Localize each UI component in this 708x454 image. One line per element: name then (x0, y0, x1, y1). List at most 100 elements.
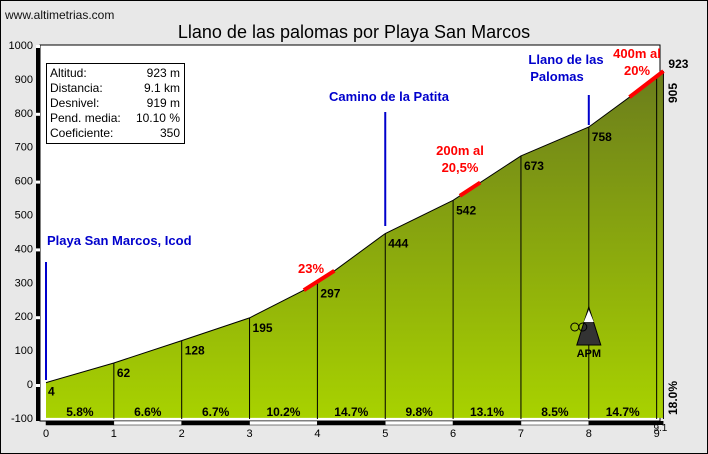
x-km-bar (45, 420, 115, 426)
segment-gradient-label: 10.2% (266, 405, 300, 419)
place-label: Camino de la Patita (329, 89, 450, 104)
y-tick-mark (36, 417, 40, 421)
x-tick-label: 4 (314, 428, 320, 440)
x-km-bar (385, 420, 454, 426)
y-tick-mark (36, 78, 40, 82)
x-tick-label: 5 (382, 428, 388, 440)
x-tick-label: 8 (586, 428, 592, 440)
altitude-label: 542 (456, 203, 476, 217)
segment-gradient-label: 8.5% (541, 405, 569, 419)
y-tick-label: 700 (15, 142, 33, 154)
y-tick-label: 600 (15, 176, 33, 188)
steep-section (458, 180, 482, 198)
x-end-label: 9.1 (653, 423, 667, 434)
info-row-altitud: Altitud: 923 m (50, 66, 180, 81)
y-tick-mark (36, 45, 40, 48)
info-label: Distancia: (50, 81, 103, 95)
segment-gradient-label: 6.6% (134, 405, 162, 419)
altitude-label: 297 (320, 286, 340, 300)
segment-gradient-label: 13.1% (470, 405, 504, 419)
info-value: 350 (159, 126, 180, 140)
info-row-desnivel: Desnivel: 919 m (50, 96, 180, 111)
info-label: Pend. media: (50, 111, 121, 125)
y-tick-label: -100 (11, 413, 33, 425)
y-tick-mark (36, 384, 40, 387)
altitude-label: 758 (592, 130, 612, 144)
steep-section (628, 69, 665, 99)
info-label: Desnivel: (50, 96, 100, 110)
info-label: Altitud: (50, 66, 87, 80)
info-value: 923 m (146, 66, 180, 80)
y-tick-label: 1000 (9, 40, 33, 52)
bike-wheel-icon (578, 322, 588, 332)
y-tick-mark (36, 316, 40, 320)
x-tick-label: 7 (518, 428, 524, 440)
x-km-bar (520, 420, 590, 426)
segment-gradient-label: 6.7% (202, 405, 230, 419)
segment-gradient-label: 5.8% (66, 405, 94, 419)
altitude-label: 905 (666, 83, 680, 103)
x-km-bar (656, 421, 664, 425)
x-tick-label: 2 (179, 428, 185, 440)
segment-gradient-label: 14.7% (606, 405, 640, 419)
segment-gradient-label: 14.7% (334, 405, 368, 419)
x-tick-label: 6 (450, 428, 456, 440)
steep-section-label: 20% (624, 63, 650, 78)
x-tick-label: 0 (43, 428, 49, 440)
y-tick-mark (36, 112, 40, 116)
x-tick-label: 1 (111, 428, 117, 440)
segment-gradient-label: 9.8% (405, 405, 433, 419)
altitude-label: 673 (524, 159, 544, 173)
info-value: 919 m (146, 96, 180, 110)
altitude-label: 444 (388, 236, 408, 250)
place-label: Llano de las (528, 52, 603, 67)
altitude-label: 4 (48, 385, 55, 399)
profile-area (46, 71, 664, 418)
site-url[interactable]: www.altimetrias.com (5, 8, 115, 22)
info-row-coeficiente: Coeficiente: 350 (50, 126, 180, 141)
segment-gradient-label: 18.0% (666, 381, 680, 415)
altitude-label: 195 (253, 321, 273, 335)
y-tick-label: 300 (15, 277, 33, 289)
steep-section-label: 400m al (613, 46, 661, 61)
steep-section-label: 23% (298, 261, 324, 276)
altitude-label: 62 (117, 366, 131, 380)
place-label: Palomas (530, 69, 583, 84)
y-tick-mark (36, 282, 40, 286)
y-tick-mark (36, 146, 40, 150)
altitude-label: 128 (185, 344, 205, 358)
info-row-pend-media: Pend. media: 10.10 % (50, 111, 180, 126)
place-label: Playa San Marcos, Icod (47, 233, 192, 248)
chart-title: Llano de las palomas por Playa San Marco… (177, 22, 531, 42)
steep-section-label: 200m al (436, 143, 484, 158)
x-tick-label: 3 (246, 428, 252, 440)
x-km-bar (249, 420, 318, 426)
y-tick-label: 0 (27, 379, 33, 391)
info-box: Altitud: 923 m Distancia: 9.1 km Desnive… (46, 63, 185, 144)
info-value: 10.10 % (135, 111, 180, 125)
steep-section (302, 269, 336, 292)
altitude-label: 923 (668, 57, 688, 71)
y-tick-mark (36, 180, 40, 184)
y-tick-mark (36, 248, 40, 252)
y-tick-mark (36, 350, 40, 354)
info-label: Coeficiente: (50, 126, 114, 140)
x-km-bar (588, 420, 657, 426)
info-row-distancia: Distancia: 9.1 km (50, 81, 180, 96)
marker-label: APM (577, 348, 601, 360)
y-axis-bar (36, 45, 40, 421)
y-tick-label: 900 (15, 74, 33, 86)
x-tick-label: 9 (654, 428, 660, 440)
y-tick-label: 500 (15, 210, 33, 222)
y-tick-label: 200 (15, 311, 33, 323)
steep-section-label: 20,5% (442, 160, 479, 175)
x-km-bar (181, 420, 250, 426)
mountain-snow-icon (583, 310, 594, 322)
x-km-bar (113, 420, 182, 426)
mountain-icon (576, 305, 602, 346)
x-km-bar (317, 420, 386, 426)
y-tick-mark (36, 214, 40, 218)
y-tick-label: 100 (15, 345, 33, 357)
y-tick-label: 400 (15, 243, 33, 255)
